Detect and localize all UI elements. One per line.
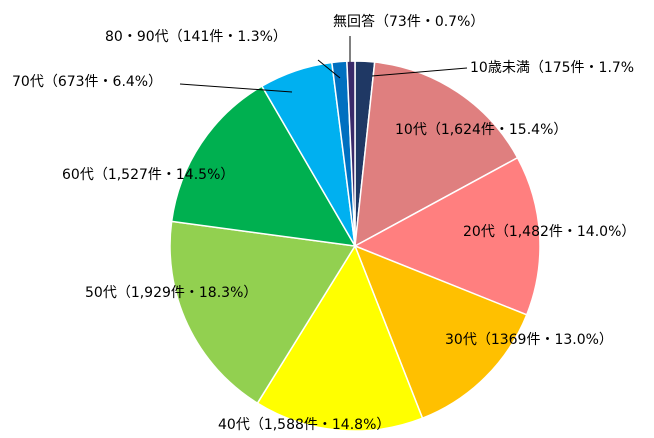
data-label: 60代（1,527件・14.5%） [62, 167, 234, 183]
pie-slice [170, 85, 357, 247]
data-label: 80・90代（141件・1.3%） [105, 29, 287, 45]
leader-line [179, 83, 293, 93]
data-label: 30代（1369件・13.0%） [445, 332, 613, 348]
pie-slice [169, 220, 357, 405]
data-label: 50代（1,929件・18.3%） [85, 285, 257, 301]
data-label: 無回答（73件・0.7%） [333, 13, 484, 30]
data-label: 70代（673件・6.4%） [12, 74, 162, 90]
data-label: 10歳未満（175件・1.7% [470, 60, 634, 76]
pie-slice [256, 244, 424, 432]
leader-line [371, 67, 468, 77]
pie-slice [353, 156, 541, 316]
leader-line [317, 59, 341, 79]
pie-slice [346, 60, 356, 247]
data-label: 20代（1,482件・14.0%） [463, 224, 635, 240]
pie-slice [354, 61, 519, 248]
data-label: 40代（1,588件・14.8%） [218, 417, 390, 433]
pie-slice [353, 244, 528, 420]
data-label: 10代（1,624件・15.4%） [395, 122, 567, 138]
